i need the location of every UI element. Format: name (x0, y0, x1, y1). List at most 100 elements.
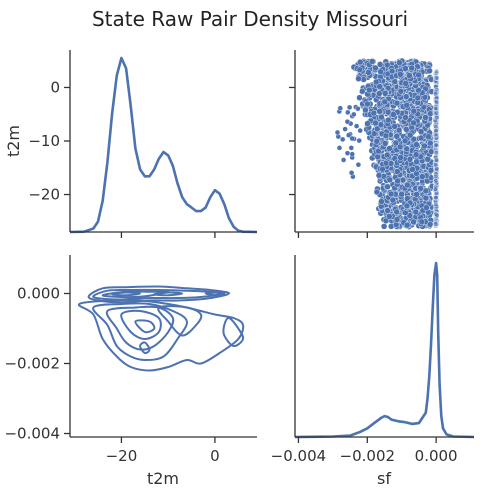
x-axis-label-sf: sf (377, 469, 391, 488)
scatter-point (433, 141, 439, 148)
scatter-point (387, 190, 395, 198)
scatter-point (433, 174, 439, 180)
scatter-point (340, 136, 346, 143)
scatter-point (434, 68, 440, 75)
scatter-point (432, 89, 439, 95)
scatter-point (434, 157, 440, 163)
scatter-point (417, 185, 424, 192)
scatter-point (346, 132, 352, 138)
scatter-point (427, 110, 434, 117)
scatter-point (372, 119, 379, 127)
scatter-point (413, 141, 420, 148)
scatter-point (376, 61, 384, 68)
scatter-point (344, 118, 351, 125)
scatter-point (357, 127, 363, 134)
scatter-point (413, 191, 420, 198)
scatter-point (386, 213, 393, 220)
scatter-point (408, 64, 415, 72)
scatter-point (334, 129, 341, 136)
scatter-point (407, 131, 414, 139)
scatter-point (391, 123, 398, 130)
scatter-point (402, 65, 409, 72)
y-t2m-tick-label-0: 0 (50, 78, 60, 96)
scatter-point (388, 67, 396, 75)
scatter-point (434, 190, 440, 196)
kde-curve-sf (294, 261, 475, 439)
scatter-point (434, 166, 440, 172)
scatter-point (412, 208, 419, 216)
x-t2m-tick-label-1: 0 (210, 447, 220, 465)
scatter-point (433, 91, 439, 97)
scatter-point (434, 114, 440, 121)
scatter-point (376, 83, 383, 90)
scatter-point (433, 184, 439, 190)
scatter-point (348, 170, 355, 176)
scatter-point (384, 61, 391, 69)
panel-kde-contours: 0.000 −0.002 −0.004 −20 0 (4, 255, 257, 465)
scatter-point (397, 154, 404, 161)
y-sf-tick-label-1: −0.002 (4, 355, 60, 373)
scatter-point (340, 157, 347, 163)
y-ticks-t2m: 0 −10 −20 (28, 78, 70, 204)
scatter-point (371, 130, 378, 137)
x-ticks-top-left (120, 232, 216, 238)
scatter-point (381, 90, 389, 97)
scatter-point (433, 132, 440, 138)
contour-3 (111, 291, 142, 297)
scatter-point (356, 94, 363, 101)
scatter-point (385, 116, 392, 124)
scatter-point (434, 87, 440, 93)
scatter-point (424, 156, 431, 163)
contour-6 (77, 299, 245, 372)
scatter-point (376, 108, 383, 115)
x-axis-label-t2m: t2m (147, 469, 179, 488)
scatter-point (373, 78, 380, 86)
scatter-point (403, 93, 410, 100)
scatter-point (337, 105, 343, 111)
scatter-point (389, 196, 397, 204)
scatter-point (382, 132, 390, 140)
scatter-point (433, 195, 439, 201)
scatter-point (433, 150, 439, 156)
scatter-point (393, 208, 400, 216)
scatter-point (382, 217, 390, 225)
scatter-point (374, 153, 381, 161)
scatter-point (393, 133, 400, 140)
scatter-point (406, 156, 414, 163)
contour-9 (120, 309, 162, 341)
contour-8 (105, 305, 175, 351)
scatter-point (393, 216, 401, 223)
scatter-point (434, 212, 440, 218)
scatter-point (422, 114, 429, 121)
scatter-point (422, 194, 430, 202)
scatter-point (423, 204, 430, 211)
scatter-point (360, 76, 367, 83)
scatter-point (402, 80, 409, 87)
scatter-point (434, 75, 440, 81)
contour-5 (204, 291, 226, 296)
scatter-point (353, 123, 360, 129)
contour-13 (222, 316, 245, 348)
scatter-point (410, 218, 417, 226)
scatter-point (346, 104, 353, 111)
scatter-point (414, 94, 421, 102)
x-ticks-t2m: −20 0 (106, 437, 220, 465)
panel-t2m-density: 0 −10 −20 (28, 50, 258, 238)
scatter-point (384, 207, 391, 214)
scatter-point (396, 143, 404, 151)
y-sf-tick-label-0: 0.000 (17, 285, 60, 303)
scatter-point (426, 67, 433, 75)
scatter-point (378, 198, 385, 205)
scatter-point (418, 218, 425, 226)
scatter-point (365, 69, 372, 76)
scatter-point (409, 166, 416, 173)
contour-12 (157, 305, 203, 337)
x-sf-tick-label-2: 0.000 (415, 447, 458, 465)
chart-title: State Raw Pair Density Missouri (92, 7, 408, 31)
scatter-point (372, 64, 379, 72)
scatter-point (392, 139, 400, 147)
contour-7 (92, 302, 188, 362)
scatter-point (362, 106, 369, 114)
scatter-point (401, 137, 409, 145)
